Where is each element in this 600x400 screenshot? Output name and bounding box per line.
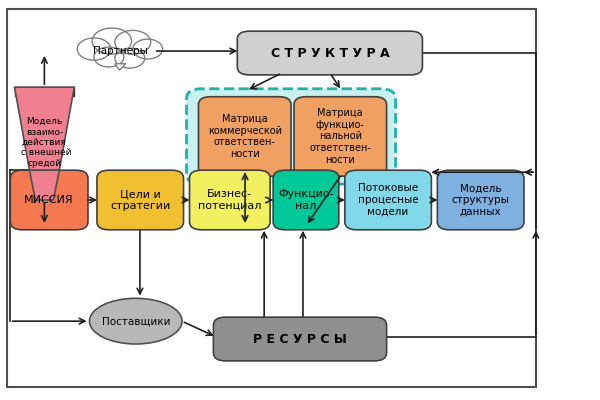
Ellipse shape: [89, 298, 182, 344]
Circle shape: [133, 39, 163, 59]
FancyBboxPatch shape: [187, 89, 395, 184]
Circle shape: [92, 28, 131, 54]
Text: Поставщики: Поставщики: [101, 316, 170, 326]
Text: Цели и
стратегии: Цели и стратегии: [110, 189, 170, 211]
Text: Р Е С У Р С Ы: Р Е С У Р С Ы: [253, 332, 347, 346]
FancyBboxPatch shape: [237, 31, 422, 75]
Text: С Т Р У К Т У Р А: С Т Р У К Т У Р А: [271, 46, 389, 60]
Circle shape: [94, 47, 124, 67]
Text: Бизнес-
потенциал: Бизнес- потенциал: [198, 189, 262, 211]
FancyBboxPatch shape: [345, 170, 431, 230]
Text: Модель
взаимо-
действия
 с внешней
средой: Модель взаимо- действия с внешней средой: [17, 117, 71, 168]
FancyBboxPatch shape: [437, 170, 524, 230]
FancyBboxPatch shape: [214, 317, 386, 361]
Circle shape: [115, 48, 145, 68]
Text: Матрица
функцио-
нальной
ответствен-
ности: Матрица функцио- нальной ответствен- нос…: [310, 108, 371, 165]
Bar: [14, 87, 74, 96]
FancyBboxPatch shape: [199, 97, 291, 176]
Polygon shape: [29, 170, 59, 200]
Circle shape: [115, 30, 151, 54]
Text: Потоковые
процесные
модели: Потоковые процесные модели: [358, 183, 418, 216]
FancyBboxPatch shape: [10, 170, 88, 230]
FancyBboxPatch shape: [190, 170, 270, 230]
Text: МИССИЯ: МИССИЯ: [25, 195, 74, 205]
FancyBboxPatch shape: [273, 170, 339, 230]
Text: Модель
структуры
данных: Модель структуры данных: [452, 183, 509, 216]
Circle shape: [77, 38, 110, 60]
FancyBboxPatch shape: [294, 97, 386, 176]
Text: Функцио-
нал: Функцио- нал: [278, 189, 334, 211]
Bar: [7, 9, 536, 387]
FancyBboxPatch shape: [97, 170, 184, 230]
Text: Партнеры: Партнеры: [94, 46, 148, 56]
Text: Матрица
коммерческой
ответствен-
ности: Матрица коммерческой ответствен- ности: [208, 114, 282, 159]
Polygon shape: [115, 64, 125, 70]
Polygon shape: [14, 87, 74, 170]
